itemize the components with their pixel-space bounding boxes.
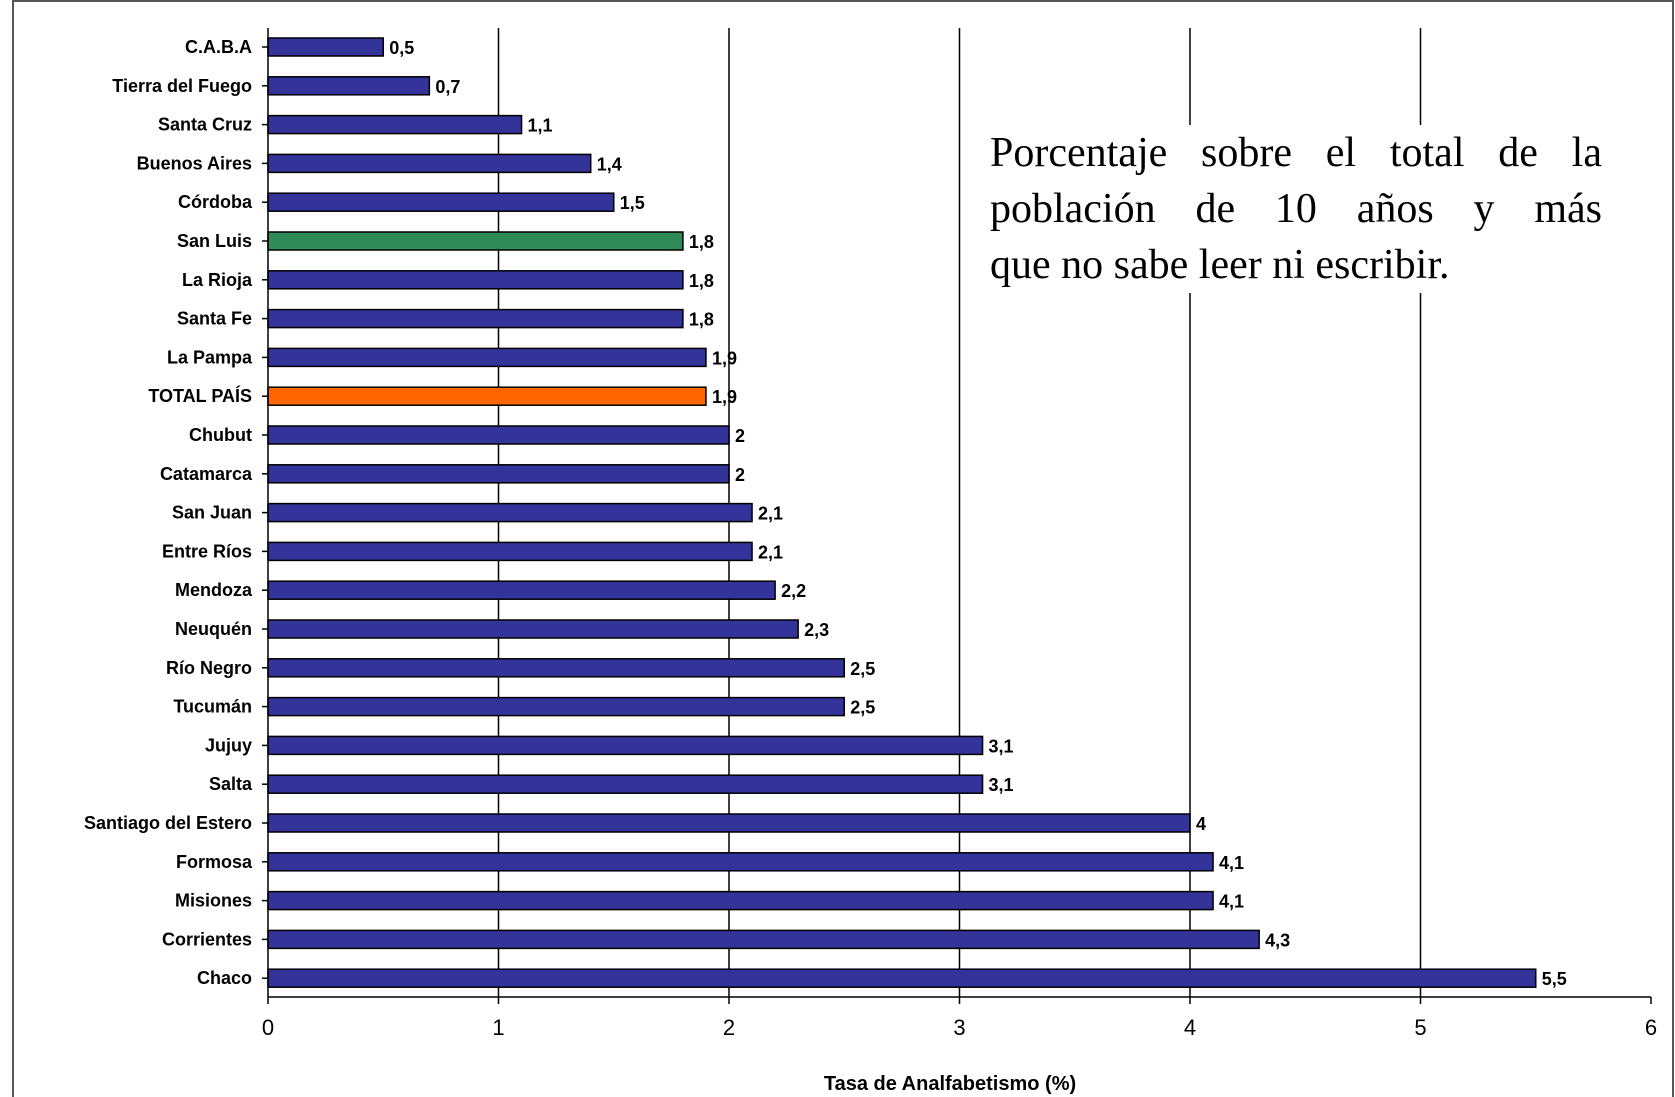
category-label-3: Buenos Aires	[137, 153, 252, 173]
value-label-18: 3,1	[989, 736, 1014, 756]
category-label-22: Misiones	[175, 891, 252, 911]
x-axis-title: Tasa de Analfabetismo (%)	[824, 1073, 1076, 1095]
category-label-6: La Rioja	[182, 270, 253, 290]
bar-0	[267, 37, 384, 57]
value-label-24: 5,5	[1542, 969, 1567, 989]
category-label-24: Chaco	[197, 968, 252, 988]
category-label-8: La Pampa	[167, 347, 253, 367]
value-label-12: 2,1	[758, 504, 783, 524]
value-label-15: 2,3	[804, 620, 829, 640]
bar-20	[267, 813, 1191, 833]
value-label-20: 4	[1196, 814, 1206, 834]
bar-24	[267, 968, 1537, 988]
bar-2	[267, 114, 523, 135]
category-label-23: Corrientes	[162, 929, 252, 949]
category-label-13: Entre Ríos	[162, 541, 252, 561]
bar-5	[267, 231, 684, 251]
bar-22	[267, 890, 1214, 911]
value-label-16: 2,5	[850, 659, 875, 679]
category-label-4: Córdoba	[178, 192, 253, 212]
category-label-12: San Juan	[172, 503, 252, 523]
value-label-14: 2,2	[781, 581, 806, 601]
bar-1	[267, 76, 431, 96]
value-label-21: 4,1	[1219, 853, 1244, 873]
bar-10	[267, 425, 730, 445]
value-label-2: 1,1	[528, 116, 553, 136]
bar-17	[267, 696, 845, 717]
category-label-18: Jujuy	[205, 735, 252, 755]
axes: 0 1 2 3 4 5 6	[262, 28, 1657, 1040]
category-label-1: Tierra del Fuego	[112, 76, 252, 96]
value-label-17: 2,5	[850, 698, 875, 718]
bar-11	[267, 464, 730, 484]
x-tick-label-3: 3	[953, 1015, 965, 1040]
category-label-21: Formosa	[176, 852, 253, 872]
category-label-2: Santa Cruz	[158, 115, 252, 135]
value-label-8: 1,9	[712, 348, 737, 368]
category-label-11: Catamarca	[160, 464, 253, 484]
value-label-9: 1,9	[712, 387, 737, 407]
category-label-19: Salta	[209, 774, 253, 794]
bar-21	[267, 852, 1214, 872]
value-label-0: 0,5	[389, 38, 414, 58]
category-label-20: Santiago del Estero	[84, 813, 252, 833]
bar-18	[267, 735, 984, 756]
bar-4	[267, 192, 615, 212]
value-label-13: 2,1	[758, 542, 783, 562]
x-tick-label-4: 4	[1184, 1015, 1196, 1040]
x-tick-label-0: 0	[262, 1015, 274, 1040]
bar-14	[267, 580, 776, 600]
bar-8	[267, 347, 707, 368]
x-tick-label-2: 2	[723, 1015, 735, 1040]
value-label-10: 2	[735, 426, 745, 446]
category-label-14: Mendoza	[175, 580, 253, 600]
bars: C.A.B.A 0,5 Tierra del Fuego 0,7 Santa Cruz 1…	[84, 37, 1567, 989]
category-label-10: Chubut	[189, 425, 252, 445]
bar-9	[267, 386, 707, 406]
value-label-22: 4,1	[1219, 892, 1244, 912]
annotation-line-2: población de 10 años y más	[990, 186, 1602, 232]
value-label-19: 3,1	[989, 775, 1014, 795]
bar-12	[267, 502, 753, 523]
category-label-5: San Luis	[177, 231, 252, 251]
bar-7	[267, 308, 684, 329]
value-label-23: 4,3	[1265, 930, 1290, 950]
value-label-4: 1,5	[620, 193, 645, 213]
category-label-7: Santa Fe	[177, 309, 252, 329]
annotation-line-1: Porcentaje sobre el total de la	[990, 130, 1602, 176]
value-label-3: 1,4	[597, 154, 622, 174]
value-label-1: 0,7	[435, 77, 460, 97]
bar-3	[267, 153, 592, 174]
bar-13	[267, 541, 753, 562]
x-tick-label-1: 1	[492, 1015, 504, 1040]
bar-16	[267, 658, 845, 678]
x-tick-label-6: 6	[1645, 1015, 1657, 1040]
value-label-7: 1,8	[689, 310, 714, 330]
bar-23	[267, 929, 1260, 950]
annotation-text: Porcentaje sobre el total de la població…	[990, 125, 1602, 293]
value-label-5: 1,8	[689, 232, 714, 252]
bar-19	[267, 774, 984, 794]
category-label-0: C.A.B.A	[185, 37, 252, 57]
bar-15	[267, 619, 799, 639]
bar-6	[267, 270, 684, 290]
value-label-6: 1,8	[689, 271, 714, 291]
category-label-17: Tucumán	[173, 697, 252, 717]
category-label-9: TOTAL PAÍS	[148, 385, 252, 406]
annotation-line-3: que no sabe leer ni escribir.	[990, 242, 1450, 288]
x-tick-label-5: 5	[1414, 1015, 1426, 1040]
category-label-16: Río Negro	[166, 658, 252, 678]
category-label-15: Neuquén	[175, 619, 252, 639]
value-label-11: 2	[735, 465, 745, 485]
